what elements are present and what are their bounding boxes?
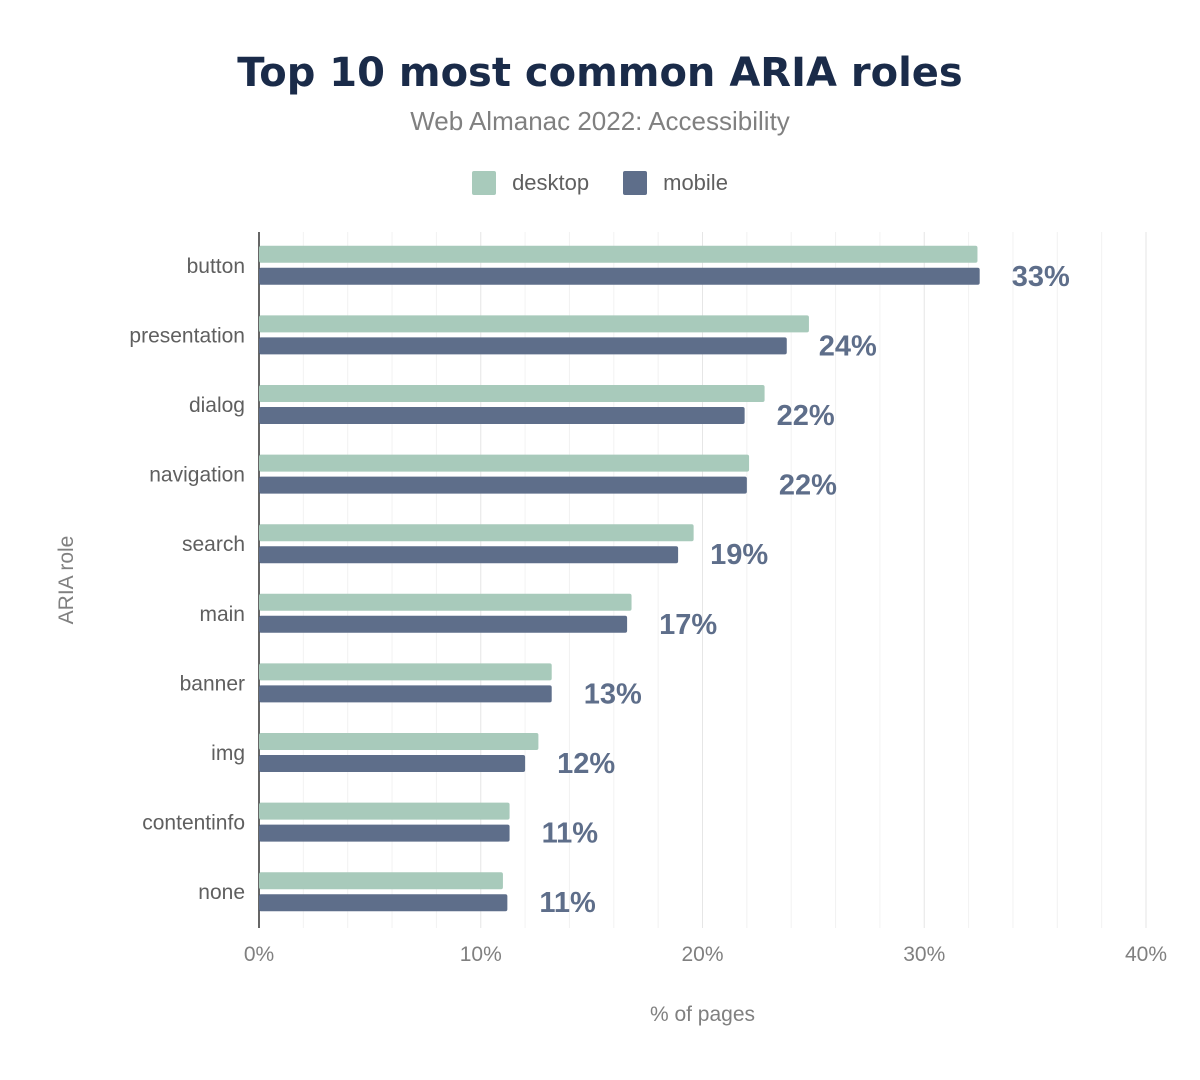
bar-mobile bbox=[259, 755, 526, 772]
data-label: 24% bbox=[819, 330, 877, 362]
data-label: 22% bbox=[779, 470, 837, 502]
data-label: 11% bbox=[539, 887, 596, 919]
x-tick-label: 40% bbox=[1125, 943, 1167, 966]
y-tick-label: dialog bbox=[189, 394, 245, 417]
bar-desktop bbox=[259, 733, 539, 750]
bar-desktop bbox=[259, 385, 765, 402]
data-label: 11% bbox=[542, 818, 599, 850]
bar-desktop bbox=[259, 802, 510, 820]
legend-label-mobile: mobile bbox=[663, 170, 728, 195]
legend-item-mobile[interactable]: mobile bbox=[623, 170, 728, 196]
legend-swatch-mobile bbox=[623, 171, 648, 195]
data-label: 17% bbox=[659, 609, 717, 641]
bar-mobile bbox=[259, 824, 510, 842]
y-tick-label: none bbox=[198, 881, 245, 904]
data-label: 33% bbox=[1012, 261, 1070, 293]
y-tick-label: contentinfo bbox=[142, 812, 245, 835]
data-label: 22% bbox=[777, 400, 835, 432]
legend-swatch-desktop bbox=[472, 171, 497, 195]
chart-title: Top 10 most common ARIA roles bbox=[237, 50, 963, 96]
y-tick-label: search bbox=[182, 533, 245, 556]
bar-desktop bbox=[259, 454, 750, 472]
x-tick-label: 20% bbox=[681, 943, 723, 966]
data-label: 12% bbox=[557, 748, 615, 780]
y-tick-label: main bbox=[199, 603, 245, 626]
x-tick-label: 30% bbox=[903, 943, 945, 966]
bar-desktop bbox=[259, 593, 632, 611]
bar-mobile bbox=[259, 685, 552, 703]
y-axis-title: ARIA role bbox=[55, 536, 78, 625]
y-tick-label: button bbox=[187, 255, 245, 278]
data-label: 19% bbox=[710, 539, 768, 571]
legend: desktop mobile bbox=[0, 170, 1200, 196]
bar-mobile bbox=[259, 267, 980, 285]
chart-subtitle: Web Almanac 2022: Accessibility bbox=[410, 106, 790, 136]
bar-desktop bbox=[259, 524, 694, 542]
bar-mobile bbox=[259, 476, 747, 494]
bar-desktop bbox=[259, 245, 978, 263]
bar-mobile bbox=[259, 407, 745, 424]
bar-mobile bbox=[259, 337, 787, 355]
x-axis-title: % of pages bbox=[650, 1003, 755, 1026]
bar-mobile bbox=[259, 546, 679, 564]
legend-item-desktop[interactable]: desktop bbox=[472, 170, 589, 196]
bar-desktop bbox=[259, 872, 503, 890]
bar-desktop bbox=[259, 663, 552, 681]
bar-mobile bbox=[259, 894, 508, 912]
bar-desktop bbox=[259, 315, 809, 333]
x-tick-label: 0% bbox=[244, 943, 274, 966]
y-tick-label: presentation bbox=[129, 324, 245, 347]
bar-mobile bbox=[259, 615, 628, 633]
data-label: 13% bbox=[584, 678, 642, 710]
x-tick-label: 10% bbox=[460, 943, 502, 966]
legend-label-desktop: desktop bbox=[512, 170, 590, 195]
y-tick-label: navigation bbox=[149, 464, 245, 487]
y-tick-label: img bbox=[211, 742, 245, 765]
y-tick-label: banner bbox=[180, 672, 245, 695]
